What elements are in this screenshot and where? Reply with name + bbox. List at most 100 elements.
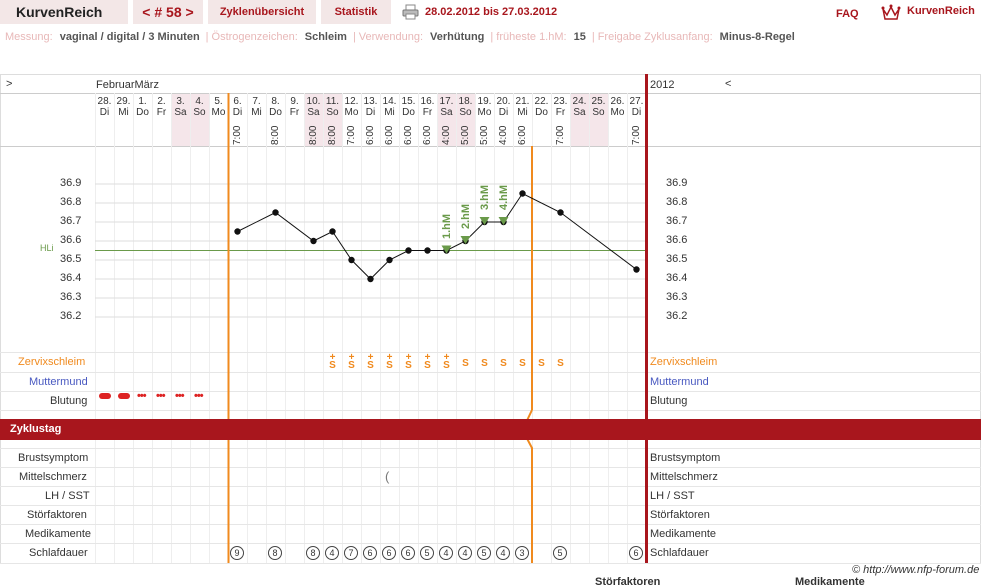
temperature-point (329, 228, 336, 235)
cervix-value: + S (405, 352, 412, 371)
measure-time: 6:00 (384, 125, 395, 145)
faq-link[interactable]: FAQ (836, 8, 859, 20)
temperature-point (348, 256, 355, 264)
tab-cycle-overview[interactable]: Zyklenübersicht (208, 0, 316, 24)
row-label-lh-right: LH / SST (650, 490, 695, 502)
day-date: 28. (97, 96, 112, 107)
temperature-point (633, 266, 640, 273)
temperature-point (234, 228, 241, 235)
meta-value: Verhütung (430, 31, 485, 43)
prev-button[interactable]: > (6, 78, 13, 90)
printer-icon[interactable] (402, 4, 419, 20)
day-weekday: Sa (440, 107, 453, 118)
day-date: 16. (420, 96, 435, 107)
sleep-duration-badge: 8 (306, 546, 320, 560)
day-date: 1. (138, 96, 147, 107)
sleep-duration-badge: 7 (344, 546, 358, 560)
cycle-selector[interactable]: < # 58 > (133, 0, 203, 24)
row-label-cervix: Zervixschleim (18, 356, 86, 368)
sleep-duration-badge: 5 (553, 546, 567, 560)
measure-time: 4:00 (441, 125, 452, 145)
day-weekday: Fr (555, 107, 566, 118)
cycle-day-bar (0, 419, 981, 440)
temp-axis-left: 36.7 (60, 215, 82, 227)
top-bar: KurvenReich < # 58 > Zyklenübersicht Sta… (0, 0, 981, 26)
sleep-duration-badge: 4 (458, 546, 472, 560)
month-label: FebruarMärz (96, 79, 159, 91)
day-date: 10. (306, 96, 321, 107)
temperature-point (367, 275, 374, 283)
day-date: 24. (572, 96, 587, 107)
temp-axis-right: 36.7 (666, 215, 688, 227)
crown-logo-icon (881, 4, 901, 20)
sleep-duration-badge: 6 (382, 546, 396, 560)
weekend-shade (456, 93, 475, 146)
bleeding-heavy-icon (99, 393, 111, 399)
day-date: 3. (176, 96, 185, 107)
row-label-sleep-right: Schlafdauer (650, 547, 709, 559)
brand-name: KurvenReich (907, 5, 975, 17)
hm-marker-icon (441, 245, 452, 254)
temp-axis-left: 36.5 (60, 253, 82, 265)
row-label-breast: Brustsymptom (18, 452, 89, 464)
day-weekday: Do (136, 107, 149, 118)
weekend-shade (589, 93, 608, 146)
meta-value: 15 (573, 31, 586, 43)
row-label-mittel-right: Mittelschmerz (650, 471, 718, 483)
day-date: 11. (325, 96, 340, 107)
day-date: 29. (116, 96, 131, 107)
temperature-point (310, 237, 317, 245)
hm-marker-icon (498, 217, 509, 225)
day-weekday: Do (402, 107, 415, 118)
day-date: 15. (401, 96, 416, 107)
sleep-duration-badge: 4 (496, 546, 510, 560)
sleep-duration-badge: 6 (363, 546, 377, 560)
hm-label: 1.hM (440, 213, 453, 239)
next-button[interactable]: < (725, 78, 732, 90)
day-date: 9. (290, 96, 299, 107)
meta-label: Verwendung: (358, 31, 424, 43)
measure-time: 7:00 (631, 125, 642, 145)
tab-statistics[interactable]: Statistik (321, 0, 391, 24)
day-date: 2. (157, 96, 166, 107)
row-label-stoer-right: Störfaktoren (650, 509, 710, 521)
day-weekday: Sa (573, 107, 586, 118)
measure-time: 6:00 (422, 125, 433, 145)
cervix-value: S (519, 358, 526, 369)
day-weekday: Mi (251, 107, 262, 118)
temp-axis-right: 36.5 (666, 253, 688, 265)
measure-time: 6:00 (517, 125, 528, 145)
day-weekday: Sa (174, 107, 187, 118)
day-weekday: Mi (118, 107, 129, 118)
temperature-point (386, 256, 393, 264)
row-label-bleeding: Blutung (50, 395, 88, 407)
measure-time: 8:00 (308, 125, 319, 145)
meta-label: früheste 1.hM: (496, 31, 567, 43)
cervix-value: + S (424, 352, 431, 371)
temp-axis-right: 36.3 (666, 291, 688, 303)
sleep-duration-badge: 6 (401, 546, 415, 560)
temperature-point (424, 247, 431, 254)
temp-axis-right: 36.9 (666, 177, 688, 189)
day-date: 26. (610, 96, 625, 107)
hl-label: HLi (40, 242, 54, 253)
day-weekday: Fr (422, 107, 433, 118)
sleep-duration-badge: 6 (629, 546, 643, 560)
measure-time: 8:00 (270, 125, 281, 145)
cervix-value: S (500, 358, 507, 369)
app-title[interactable]: KurvenReich (0, 0, 128, 24)
day-weekday: Mi (384, 107, 395, 118)
row-label-med-right: Medikamente (650, 528, 717, 540)
day-date: 23. (553, 96, 568, 107)
cycle-chart (0, 74, 981, 564)
sleep-duration-badge: 4 (439, 546, 453, 560)
cervix-value: + S (329, 352, 336, 371)
day-weekday: Mo (477, 107, 492, 118)
cervix-value: + S (348, 352, 355, 371)
day-date: 18. (458, 96, 473, 107)
year-label: 2012 (650, 79, 675, 91)
temp-axis-left: 36.2 (60, 310, 82, 322)
cervix-value: S (538, 358, 545, 369)
temp-axis-left: 36.8 (60, 196, 82, 208)
hm-label: 3.hM (478, 184, 491, 210)
